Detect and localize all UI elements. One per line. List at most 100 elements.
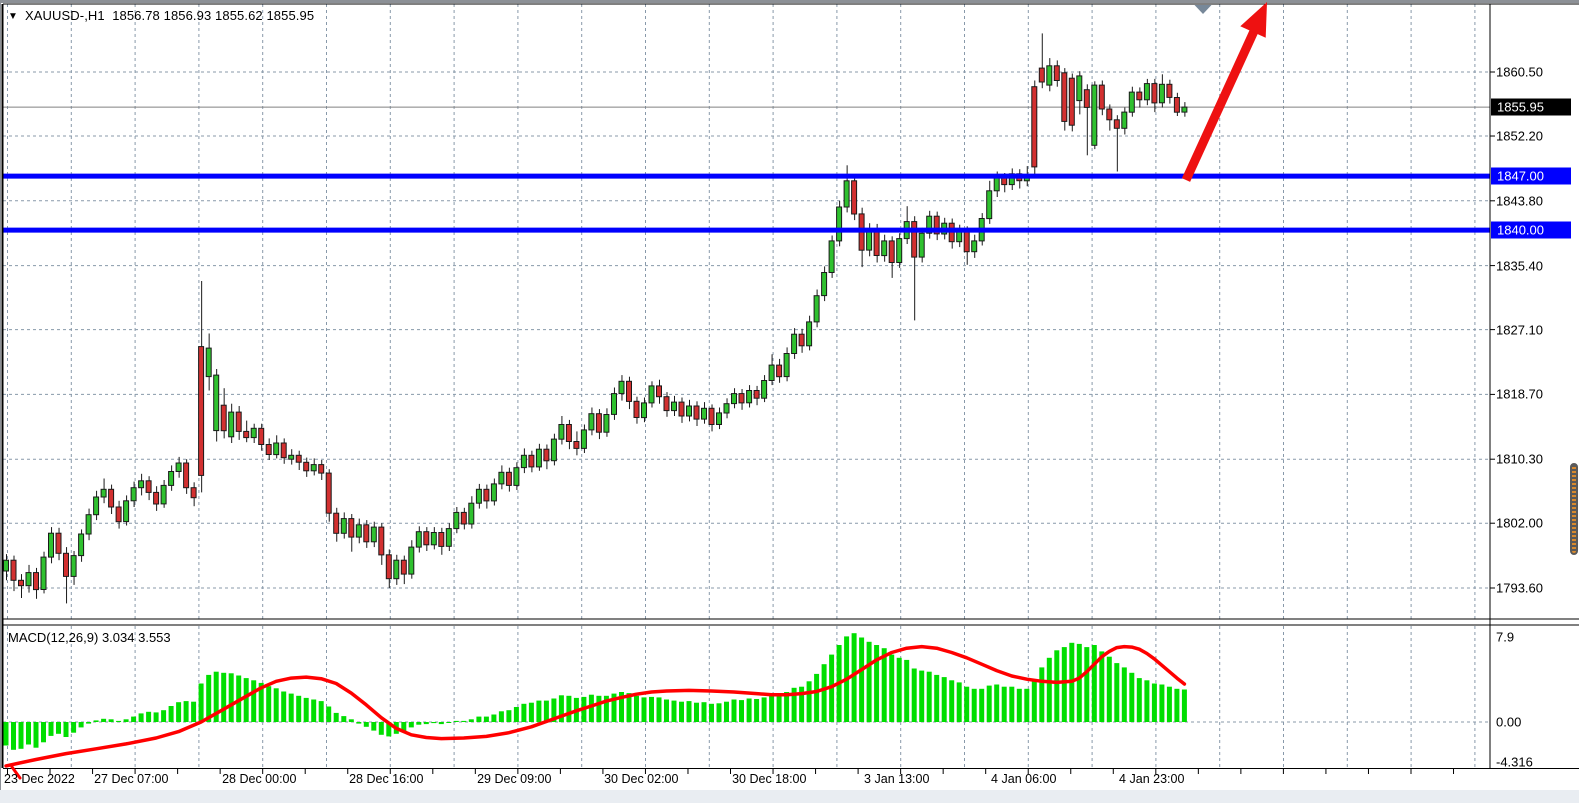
candle-bull <box>746 390 753 404</box>
macd-bar <box>26 722 31 745</box>
macd-bar <box>266 686 272 722</box>
macd-bar <box>1084 647 1090 722</box>
macd-bar <box>566 695 572 722</box>
macd-bar <box>731 699 737 722</box>
macd-bar <box>273 688 279 722</box>
candle-bull <box>490 483 497 502</box>
candle-bull <box>468 502 475 525</box>
candle-bull <box>130 487 137 502</box>
macd-bar <box>228 673 234 722</box>
candle-bear <box>153 491 160 505</box>
macd-bar <box>889 654 895 722</box>
candle-bear <box>626 380 632 402</box>
candle-bear <box>63 552 69 577</box>
macd-bar <box>123 719 129 722</box>
macd-bar <box>101 718 107 722</box>
macd-bar <box>521 703 527 722</box>
trend-arrow-head[interactable] <box>1240 2 1267 38</box>
macd-bar <box>649 696 654 722</box>
macd-bar <box>131 716 137 722</box>
macd-bar <box>979 688 985 722</box>
macd-bar <box>656 697 662 722</box>
macd-bar <box>1024 688 1030 722</box>
macd-bar <box>1151 683 1157 722</box>
candle-bear <box>280 442 287 459</box>
scrollbar-thumb[interactable] <box>1570 463 1578 555</box>
macd-bar <box>423 722 429 725</box>
time-tick-label: 29 Dec 09:00 <box>477 772 552 786</box>
macd-bar <box>63 722 69 737</box>
collapse-triangle-icon[interactable]: ▼ <box>8 11 18 22</box>
candle-bull <box>535 448 542 468</box>
candle-bull <box>580 429 587 449</box>
candle-bear <box>33 572 39 591</box>
macd-tick-label: -4.316 <box>1496 754 1533 770</box>
candle-bear <box>333 512 340 534</box>
macd-bar <box>431 722 437 724</box>
candle-bear <box>423 531 430 546</box>
candle-bear <box>1068 77 1075 126</box>
candle-bear <box>303 461 310 472</box>
candle-bear <box>1173 97 1180 113</box>
macd-bar <box>709 703 714 722</box>
candle-bear <box>505 471 512 486</box>
candle-bull <box>310 464 317 472</box>
candle-bear <box>318 464 325 474</box>
candle-bull <box>498 471 505 485</box>
candle-bear <box>400 559 407 575</box>
macd-bar <box>1181 689 1187 722</box>
macd-bar <box>513 707 519 722</box>
candles-layer <box>3 33 1188 604</box>
candle-bull <box>896 238 903 264</box>
candle-bear <box>1151 83 1158 104</box>
candle-bull <box>611 393 617 415</box>
time-tick-label: 4 Jan 23:00 <box>1119 772 1185 786</box>
price-tick-label: 1852.20 <box>1496 128 1543 144</box>
candle-bull <box>228 411 235 438</box>
macd-bar <box>1046 657 1052 722</box>
macd-bar <box>461 720 467 722</box>
macd-bar <box>446 722 452 723</box>
candle-bull <box>288 454 295 460</box>
candle-bear <box>1106 108 1113 121</box>
macd-bar <box>41 722 46 743</box>
macd-bar <box>86 722 92 724</box>
macd-bar <box>626 693 632 722</box>
candle-bear <box>18 579 24 587</box>
macd-tick-label: 7.9 <box>1496 629 1515 645</box>
macd-bar <box>596 695 602 722</box>
macd-bar <box>634 695 639 722</box>
price-tick-label: 1810.30 <box>1496 451 1543 467</box>
macd-bar <box>176 702 182 722</box>
candle-bear <box>1166 83 1173 98</box>
macd-tick-label: 0.00 <box>1496 714 1522 730</box>
macd-bar <box>543 700 549 722</box>
candle-bear <box>145 480 152 493</box>
macd-bar <box>318 701 324 722</box>
candle-bear <box>573 441 580 449</box>
quote-low: 1855.62 <box>215 8 263 23</box>
candle-bear <box>265 444 272 455</box>
macd-panel-bg[interactable] <box>3 626 1490 768</box>
main-panel-bg[interactable] <box>3 4 1490 619</box>
macd-bar <box>934 674 940 722</box>
macd-bar <box>453 720 459 722</box>
candle-bear <box>243 430 250 439</box>
down-triangle-marker-icon[interactable] <box>1194 5 1212 14</box>
macd-bar <box>1136 678 1142 722</box>
candle-bear <box>963 230 970 253</box>
macd-bar <box>619 692 624 722</box>
window-top-border <box>0 0 1579 3</box>
candle-bear <box>656 385 662 398</box>
price-tick-label: 1802.00 <box>1496 515 1543 531</box>
candle-bull <box>415 531 422 548</box>
candle-bear <box>1053 65 1060 82</box>
candle-bull <box>918 232 925 258</box>
candle-bull <box>881 240 888 257</box>
macd-bar <box>468 719 474 722</box>
candle-bear <box>55 532 62 554</box>
trend-arrow-shaft[interactable] <box>1181 27 1260 182</box>
candle-bull <box>971 240 978 253</box>
